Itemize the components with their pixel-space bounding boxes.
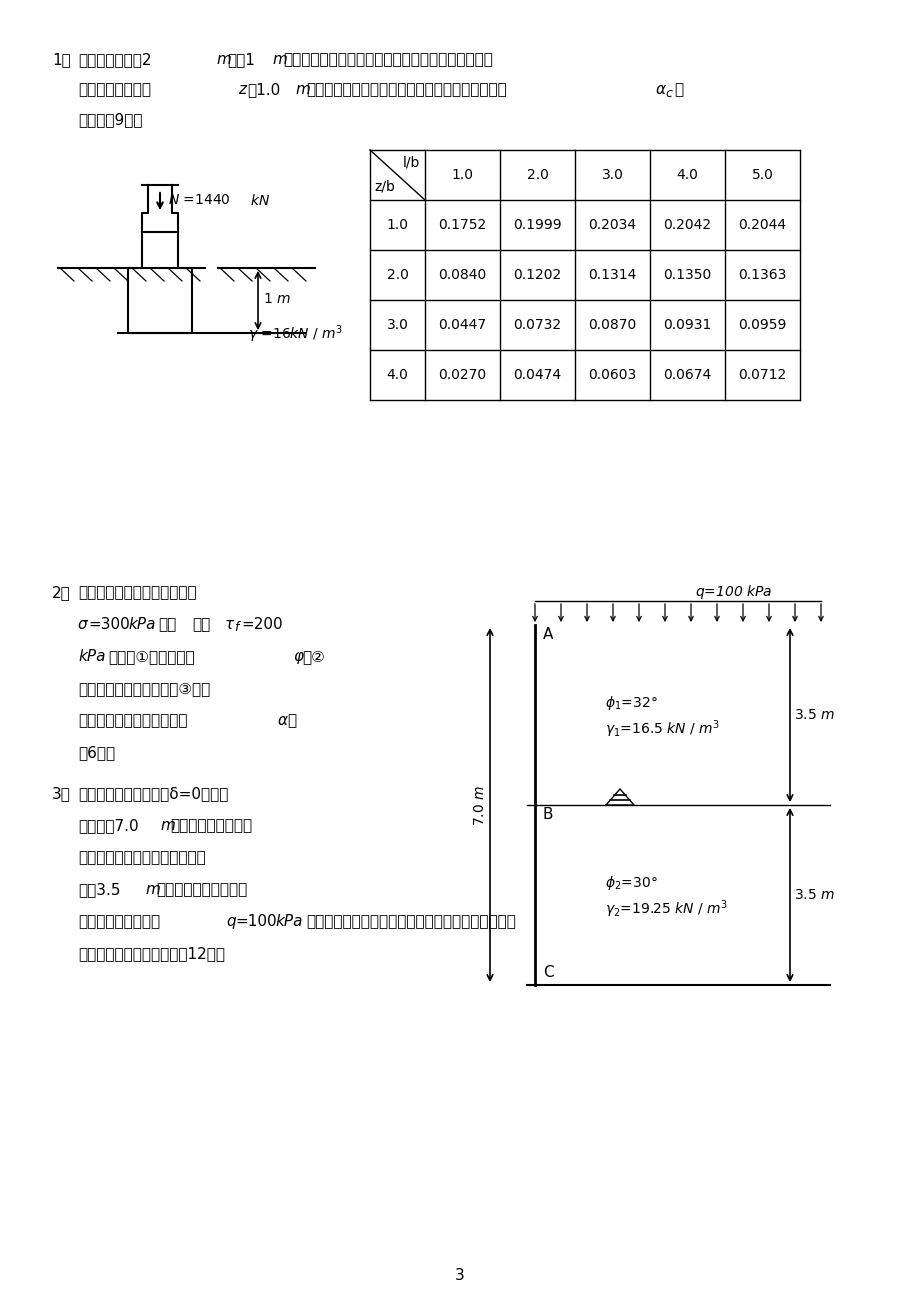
Text: 2.0: 2.0 [386,268,408,282]
Text: $N$ =1440: $N$ =1440 [168,192,231,207]
Text: 0.0959: 0.0959 [738,318,786,332]
Text: 破坏时的大、小主应力；③大主: 破坏时的大、小主应力；③大主 [78,681,210,696]
Text: 0.0603: 0.0603 [588,368,636,382]
Text: 7.0 $m$: 7.0 $m$ [472,784,486,826]
Text: 0.0712: 0.0712 [738,368,786,382]
Text: 请: 请 [674,82,683,98]
Text: c: c [664,87,671,100]
Text: σ: σ [78,618,87,632]
Text: $kN$: $kN$ [245,192,270,208]
Text: 水压力及其作用点位置。（12分）: 水压力及其作用点位置。（12分） [78,946,225,961]
Text: $\gamma_1$=16.5 $kN$ / $m^3$: $\gamma_1$=16.5 $kN$ / $m^3$ [605,718,720,740]
Text: 4.0: 4.0 [675,168,698,182]
Text: 0.0474: 0.0474 [513,368,561,382]
Text: 1 $m$: 1 $m$ [263,292,290,306]
Text: 面下3.5: 面下3.5 [78,881,120,897]
Text: 。求：①砂的内摩角: 。求：①砂的内摩角 [108,649,195,664]
Text: q: q [226,914,235,930]
Text: $\phi_1$=32°: $\phi_1$=32° [605,694,657,712]
Text: 时，: 时， [158,618,176,632]
Text: 3: 3 [455,1268,464,1283]
Text: 1.0: 1.0 [386,218,408,231]
Text: 齐。填土表面作用有: 齐。填土表面作用有 [78,914,160,930]
Text: 3.0: 3.0 [386,318,408,332]
Text: =200: =200 [241,618,282,632]
Text: 0.0674: 0.0674 [663,368,711,382]
Text: 处的附加应力值。（基底水平面处的附加应力系数: 处的附加应力值。（基底水平面处的附加应力系数 [306,82,506,98]
Text: kPa: kPa [275,914,302,930]
Text: 某矩形基础，长2: 某矩形基础，长2 [78,52,152,68]
Text: 3.5 $m$: 3.5 $m$ [793,888,834,902]
Text: 长边中点下，深度: 长边中点下，深度 [78,82,151,98]
Text: 0.0931: 0.0931 [663,318,711,332]
Text: $q$=100 $kPa$: $q$=100 $kPa$ [694,582,771,601]
Text: =300: =300 [88,618,130,632]
Text: 0.1752: 0.1752 [437,218,486,231]
Text: m: m [295,82,310,98]
Text: $\gamma_2$=19.25 $kN$ / $m^3$: $\gamma_2$=19.25 $kN$ / $m^3$ [605,898,728,920]
Text: ，墙后有两层填土，: ，墙后有两层填土， [170,818,252,833]
Text: （6分）: （6分） [78,745,115,760]
Text: m: m [160,818,175,833]
Text: 2.0: 2.0 [526,168,548,182]
Text: 3.0: 3.0 [601,168,623,182]
Text: 0.0732: 0.0732 [513,318,561,332]
Text: 0.1363: 0.1363 [738,268,786,282]
Text: 0.0447: 0.0447 [438,318,486,332]
Text: φ: φ [292,649,302,664]
Text: 1.0: 1.0 [451,168,473,182]
Text: m: m [145,881,160,897]
Text: 性质如图所示地下水位在填土表: 性质如图所示地下水位在填土表 [78,850,206,865]
Text: C: C [542,965,553,980]
Text: 1．: 1． [52,52,71,68]
Text: z: z [238,82,245,98]
Text: ，宽1: ，宽1 [227,52,255,68]
Text: 0.1350: 0.1350 [663,268,711,282]
Text: 查表）（9分）: 查表）（9分） [78,112,142,127]
Text: 0.1202: 0.1202 [513,268,561,282]
Text: 处，与第二层填土面平: 处，与第二层填土面平 [156,881,247,897]
Text: 应力与剪切面所形成的角度: 应力与剪切面所形成的角度 [78,712,187,728]
Text: l/b: l/b [403,156,420,170]
Text: kPa: kPa [128,618,155,632]
Text: 某挡土墙的墙壁光滑（δ=0），直: 某挡土墙的墙壁光滑（δ=0），直 [78,786,228,801]
Text: 4.0: 4.0 [386,368,408,382]
Text: 0.2044: 0.2044 [738,218,786,231]
Text: 测得: 测得 [192,618,210,632]
Text: 0.1999: 0.1999 [513,218,562,231]
Text: kPa: kPa [78,649,106,664]
Text: $\phi_2$=30°: $\phi_2$=30° [605,874,657,892]
Text: α: α [278,712,288,728]
Text: f: f [233,621,238,634]
Text: 0.2042: 0.2042 [663,218,710,231]
Text: A: A [542,627,552,642]
Text: τ: τ [225,618,233,632]
Text: 的连续均布荷载。试求作用在墙上的总主动土压力、: 的连续均布荷载。试求作用在墙上的总主动土压力、 [306,914,516,930]
Text: m: m [216,52,231,68]
Text: ；②: ；② [301,649,324,664]
Text: =100: =100 [234,914,277,930]
Text: B: B [542,807,553,822]
Text: ，相关参数如图所示。计算此矩形基础底面中心点及: ，相关参数如图所示。计算此矩形基础底面中心点及 [283,52,493,68]
Text: 0.2034: 0.2034 [588,218,636,231]
Text: ＝1.0: ＝1.0 [246,82,280,98]
Text: 0.0270: 0.0270 [438,368,486,382]
Text: $\gamma$ =16$kN$ / $m^3$: $\gamma$ =16$kN$ / $m^3$ [248,322,343,344]
Text: 0.1314: 0.1314 [587,268,636,282]
Text: 0.0870: 0.0870 [588,318,636,332]
Text: 3.5 $m$: 3.5 $m$ [793,708,834,722]
Text: α: α [655,82,665,98]
Text: m: m [272,52,287,68]
Text: 0.0840: 0.0840 [437,268,486,282]
Text: 3．: 3． [52,786,71,801]
Text: 立。墙高7.0: 立。墙高7.0 [78,818,139,833]
Text: 5.0: 5.0 [751,168,773,182]
Text: 2．: 2． [52,585,71,601]
Text: 。: 。 [287,712,296,728]
Text: z/b: z/b [374,179,394,194]
Text: 某干砂试样进行直剪试验，当: 某干砂试样进行直剪试验，当 [78,585,197,601]
